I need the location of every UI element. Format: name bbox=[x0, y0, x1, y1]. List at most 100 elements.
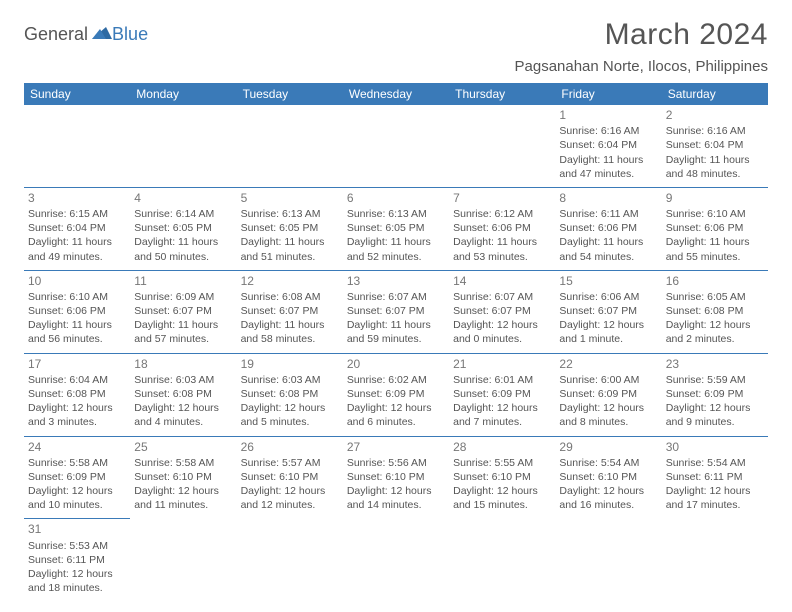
daylight-text: and 14 minutes. bbox=[347, 498, 445, 512]
calendar-day-cell: 1Sunrise: 6:16 AMSunset: 6:04 PMDaylight… bbox=[555, 105, 661, 187]
calendar-day-cell: 29Sunrise: 5:54 AMSunset: 6:10 PMDayligh… bbox=[555, 436, 661, 519]
sunrise-text: Sunrise: 6:15 AM bbox=[28, 207, 126, 221]
daylight-text: Daylight: 12 hours bbox=[559, 484, 657, 498]
sunset-text: Sunset: 6:05 PM bbox=[134, 221, 232, 235]
day-number: 12 bbox=[241, 273, 339, 289]
sunset-text: Sunset: 6:10 PM bbox=[134, 470, 232, 484]
day-number: 4 bbox=[134, 190, 232, 206]
weekday-header: Friday bbox=[555, 83, 661, 105]
day-number: 23 bbox=[666, 356, 764, 372]
sunrise-text: Sunrise: 6:09 AM bbox=[134, 290, 232, 304]
calendar-day-cell: 11Sunrise: 6:09 AMSunset: 6:07 PMDayligh… bbox=[130, 270, 236, 353]
sunrise-text: Sunrise: 6:11 AM bbox=[559, 207, 657, 221]
calendar-week-row: 17Sunrise: 6:04 AMSunset: 6:08 PMDayligh… bbox=[24, 353, 768, 436]
daylight-text: Daylight: 11 hours bbox=[28, 235, 126, 249]
daylight-text: and 10 minutes. bbox=[28, 498, 126, 512]
sunrise-text: Sunrise: 5:59 AM bbox=[666, 373, 764, 387]
sunset-text: Sunset: 6:07 PM bbox=[559, 304, 657, 318]
sunset-text: Sunset: 6:09 PM bbox=[559, 387, 657, 401]
sunset-text: Sunset: 6:09 PM bbox=[347, 387, 445, 401]
day-number: 16 bbox=[666, 273, 764, 289]
daylight-text: and 49 minutes. bbox=[28, 250, 126, 264]
calendar-day-cell: 3Sunrise: 6:15 AMSunset: 6:04 PMDaylight… bbox=[24, 187, 130, 270]
calendar-week-row: 24Sunrise: 5:58 AMSunset: 6:09 PMDayligh… bbox=[24, 436, 768, 519]
sunset-text: Sunset: 6:06 PM bbox=[453, 221, 551, 235]
calendar-day-cell bbox=[343, 519, 449, 601]
calendar-day-cell: 4Sunrise: 6:14 AMSunset: 6:05 PMDaylight… bbox=[130, 187, 236, 270]
day-number: 19 bbox=[241, 356, 339, 372]
day-number: 15 bbox=[559, 273, 657, 289]
daylight-text: Daylight: 12 hours bbox=[347, 484, 445, 498]
day-number: 22 bbox=[559, 356, 657, 372]
day-number: 27 bbox=[347, 439, 445, 455]
sunrise-text: Sunrise: 6:07 AM bbox=[453, 290, 551, 304]
day-number: 3 bbox=[28, 190, 126, 206]
daylight-text: Daylight: 11 hours bbox=[241, 235, 339, 249]
sunset-text: Sunset: 6:08 PM bbox=[666, 304, 764, 318]
daylight-text: and 51 minutes. bbox=[241, 250, 339, 264]
sunrise-text: Sunrise: 6:03 AM bbox=[134, 373, 232, 387]
calendar-day-cell bbox=[130, 519, 236, 601]
calendar-day-cell: 7Sunrise: 6:12 AMSunset: 6:06 PMDaylight… bbox=[449, 187, 555, 270]
daylight-text: Daylight: 11 hours bbox=[559, 235, 657, 249]
header: General Blue March 2024 Pagsanahan Norte… bbox=[24, 18, 768, 75]
daylight-text: Daylight: 12 hours bbox=[453, 484, 551, 498]
daylight-text: and 7 minutes. bbox=[453, 415, 551, 429]
calendar-day-cell: 18Sunrise: 6:03 AMSunset: 6:08 PMDayligh… bbox=[130, 353, 236, 436]
weekday-header: Wednesday bbox=[343, 83, 449, 105]
daylight-text: Daylight: 12 hours bbox=[666, 318, 764, 332]
calendar-day-cell bbox=[449, 105, 555, 187]
weekday-header-row: Sunday Monday Tuesday Wednesday Thursday… bbox=[24, 83, 768, 105]
sunrise-text: Sunrise: 5:54 AM bbox=[559, 456, 657, 470]
sunrise-text: Sunrise: 6:10 AM bbox=[666, 207, 764, 221]
calendar-day-cell bbox=[237, 105, 343, 187]
calendar-week-row: 1Sunrise: 6:16 AMSunset: 6:04 PMDaylight… bbox=[24, 105, 768, 187]
daylight-text: and 12 minutes. bbox=[241, 498, 339, 512]
day-number: 26 bbox=[241, 439, 339, 455]
daylight-text: Daylight: 12 hours bbox=[347, 401, 445, 415]
brand-logo: General Blue bbox=[24, 24, 148, 45]
calendar-week-row: 10Sunrise: 6:10 AMSunset: 6:06 PMDayligh… bbox=[24, 270, 768, 353]
daylight-text: Daylight: 11 hours bbox=[241, 318, 339, 332]
sunrise-text: Sunrise: 6:10 AM bbox=[28, 290, 126, 304]
calendar-day-cell: 25Sunrise: 5:58 AMSunset: 6:10 PMDayligh… bbox=[130, 436, 236, 519]
calendar-week-row: 31Sunrise: 5:53 AMSunset: 6:11 PMDayligh… bbox=[24, 519, 768, 601]
daylight-text: Daylight: 11 hours bbox=[666, 153, 764, 167]
weekday-header: Sunday bbox=[24, 83, 130, 105]
calendar-day-cell bbox=[130, 105, 236, 187]
sunset-text: Sunset: 6:04 PM bbox=[666, 138, 764, 152]
calendar-week-row: 3Sunrise: 6:15 AMSunset: 6:04 PMDaylight… bbox=[24, 187, 768, 270]
calendar-day-cell: 24Sunrise: 5:58 AMSunset: 6:09 PMDayligh… bbox=[24, 436, 130, 519]
calendar-day-cell bbox=[449, 519, 555, 601]
sunrise-text: Sunrise: 5:54 AM bbox=[666, 456, 764, 470]
day-number: 2 bbox=[666, 107, 764, 123]
weekday-header: Tuesday bbox=[237, 83, 343, 105]
sunset-text: Sunset: 6:07 PM bbox=[241, 304, 339, 318]
location-subtitle: Pagsanahan Norte, Ilocos, Philippines bbox=[515, 58, 769, 75]
sunrise-text: Sunrise: 5:55 AM bbox=[453, 456, 551, 470]
sunset-text: Sunset: 6:07 PM bbox=[347, 304, 445, 318]
logo-text-blue: Blue bbox=[112, 24, 148, 45]
calendar-day-cell bbox=[343, 105, 449, 187]
daylight-text: and 52 minutes. bbox=[347, 250, 445, 264]
daylight-text: Daylight: 11 hours bbox=[347, 318, 445, 332]
sunrise-text: Sunrise: 6:03 AM bbox=[241, 373, 339, 387]
sunset-text: Sunset: 6:11 PM bbox=[28, 553, 126, 567]
daylight-text: and 59 minutes. bbox=[347, 332, 445, 346]
calendar-day-cell: 26Sunrise: 5:57 AMSunset: 6:10 PMDayligh… bbox=[237, 436, 343, 519]
daylight-text: and 5 minutes. bbox=[241, 415, 339, 429]
sunrise-text: Sunrise: 6:05 AM bbox=[666, 290, 764, 304]
sunset-text: Sunset: 6:08 PM bbox=[134, 387, 232, 401]
calendar-day-cell bbox=[662, 519, 768, 601]
daylight-text: and 4 minutes. bbox=[134, 415, 232, 429]
daylight-text: and 11 minutes. bbox=[134, 498, 232, 512]
calendar-day-cell: 17Sunrise: 6:04 AMSunset: 6:08 PMDayligh… bbox=[24, 353, 130, 436]
calendar-day-cell: 28Sunrise: 5:55 AMSunset: 6:10 PMDayligh… bbox=[449, 436, 555, 519]
calendar-day-cell: 8Sunrise: 6:11 AMSunset: 6:06 PMDaylight… bbox=[555, 187, 661, 270]
daylight-text: Daylight: 11 hours bbox=[559, 153, 657, 167]
calendar-day-cell: 30Sunrise: 5:54 AMSunset: 6:11 PMDayligh… bbox=[662, 436, 768, 519]
sunset-text: Sunset: 6:10 PM bbox=[241, 470, 339, 484]
day-number: 14 bbox=[453, 273, 551, 289]
sunrise-text: Sunrise: 6:07 AM bbox=[347, 290, 445, 304]
daylight-text: Daylight: 12 hours bbox=[28, 484, 126, 498]
